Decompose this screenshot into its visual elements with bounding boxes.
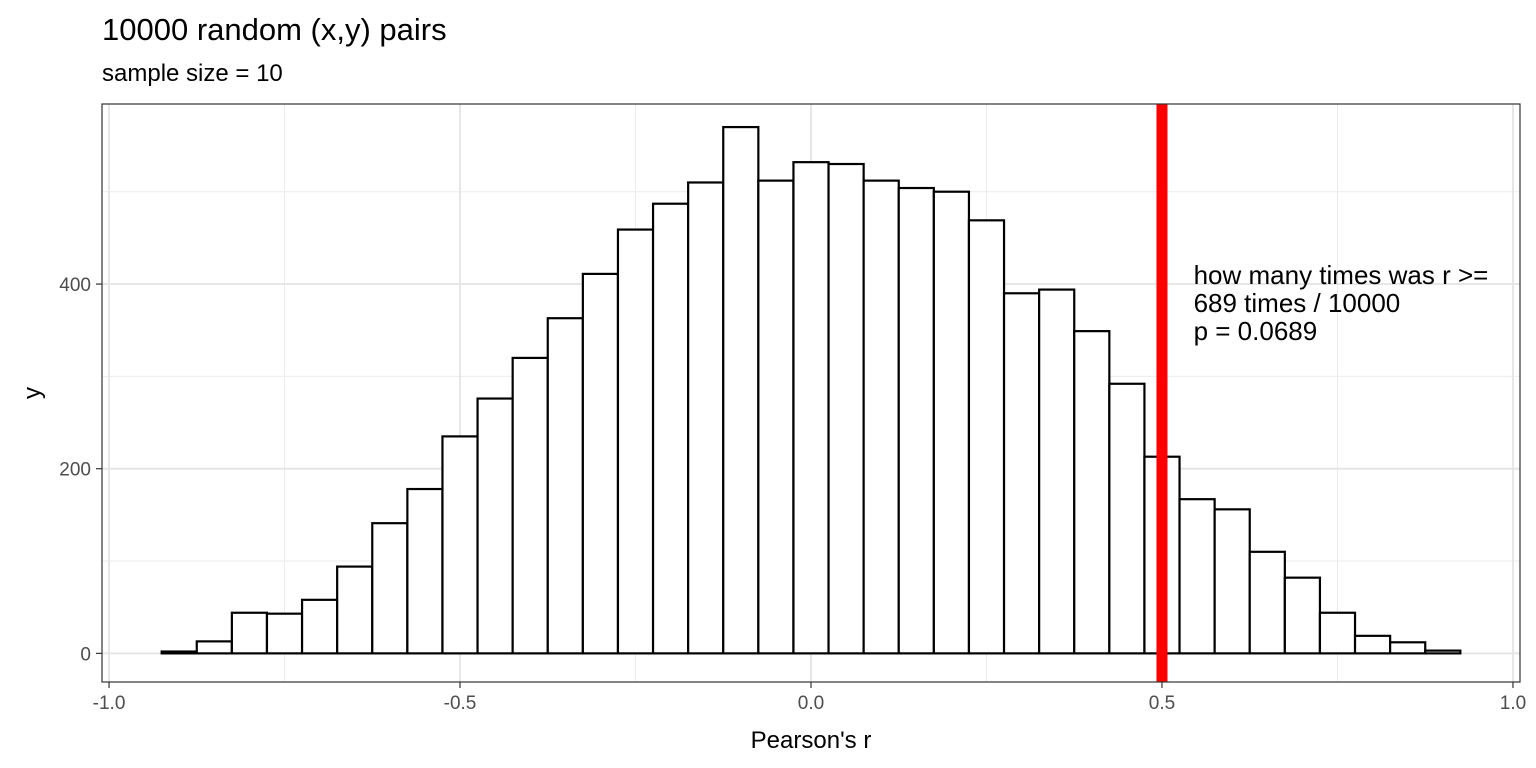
histogram-bar <box>1002 292 1041 655</box>
histogram-bar <box>827 162 865 655</box>
histogram-bar <box>581 272 620 655</box>
histogram-bar <box>406 487 444 655</box>
histogram-bar <box>195 640 233 655</box>
annotation-line: how many times was r >= <box>1194 260 1489 290</box>
histogram-bar <box>300 598 339 655</box>
y-tick-label: 0 <box>80 644 91 665</box>
histogram-bar <box>651 202 690 655</box>
y-tick-label: 200 <box>59 460 91 481</box>
histogram-bar <box>1283 576 1322 655</box>
histogram-bar <box>862 179 900 655</box>
histogram-bar <box>441 435 479 655</box>
histogram-bar <box>792 161 830 655</box>
x-tick-label: 0.0 <box>798 693 824 714</box>
histogram-bar <box>616 228 655 655</box>
histogram-bar <box>1038 288 1076 655</box>
histogram-bar <box>1108 382 1146 655</box>
histogram-bar <box>1213 508 1251 655</box>
annotation-text: how many times was r >= 689 times / 10000… <box>1194 260 1489 346</box>
histogram-bar <box>230 611 269 655</box>
histogram-bar <box>967 219 1006 655</box>
histogram-bar <box>336 565 374 655</box>
histogram-bar <box>371 522 409 655</box>
histogram-bar <box>932 190 971 655</box>
y-axis: 0 200 400 <box>59 275 102 665</box>
histogram-bar <box>757 179 795 655</box>
histogram-bar <box>1178 498 1216 655</box>
x-axis: -1.0 -0.5 0.0 0.5 1.0 <box>93 682 1526 714</box>
annotation-line: 689 times / 10000 <box>1194 288 1401 318</box>
y-axis-title: y <box>19 387 46 399</box>
histogram-bar <box>1073 330 1111 655</box>
annotation-line: p = 0.0689 <box>1194 316 1318 346</box>
x-tick-label: 1.0 <box>1500 693 1526 714</box>
chart-subtitle: sample size = 10 <box>102 60 283 87</box>
x-tick-label: -0.5 <box>444 693 477 714</box>
histogram-bar <box>160 650 198 655</box>
histogram-bar <box>511 356 549 655</box>
y-tick-label: 400 <box>59 275 91 296</box>
histogram-bar <box>546 317 584 655</box>
chart-title: 10000 random (x,y) pairs <box>102 12 447 47</box>
histogram-bar <box>897 186 935 655</box>
histogram-bar <box>476 397 514 655</box>
histogram-bar <box>1424 649 1462 655</box>
histogram-bar <box>722 125 760 655</box>
x-axis-title: Pearson's r <box>751 727 872 754</box>
histogram-bar <box>687 181 725 655</box>
histogram-bar <box>1248 550 1286 655</box>
histogram-bar <box>265 612 304 655</box>
histogram-bar <box>1318 611 1357 655</box>
histogram-bar <box>1389 641 1427 655</box>
x-tick-label: -1.0 <box>93 693 126 714</box>
histogram-bar <box>1353 634 1392 655</box>
histogram-bars <box>160 125 1462 655</box>
x-tick-label: 0.5 <box>1149 693 1175 714</box>
